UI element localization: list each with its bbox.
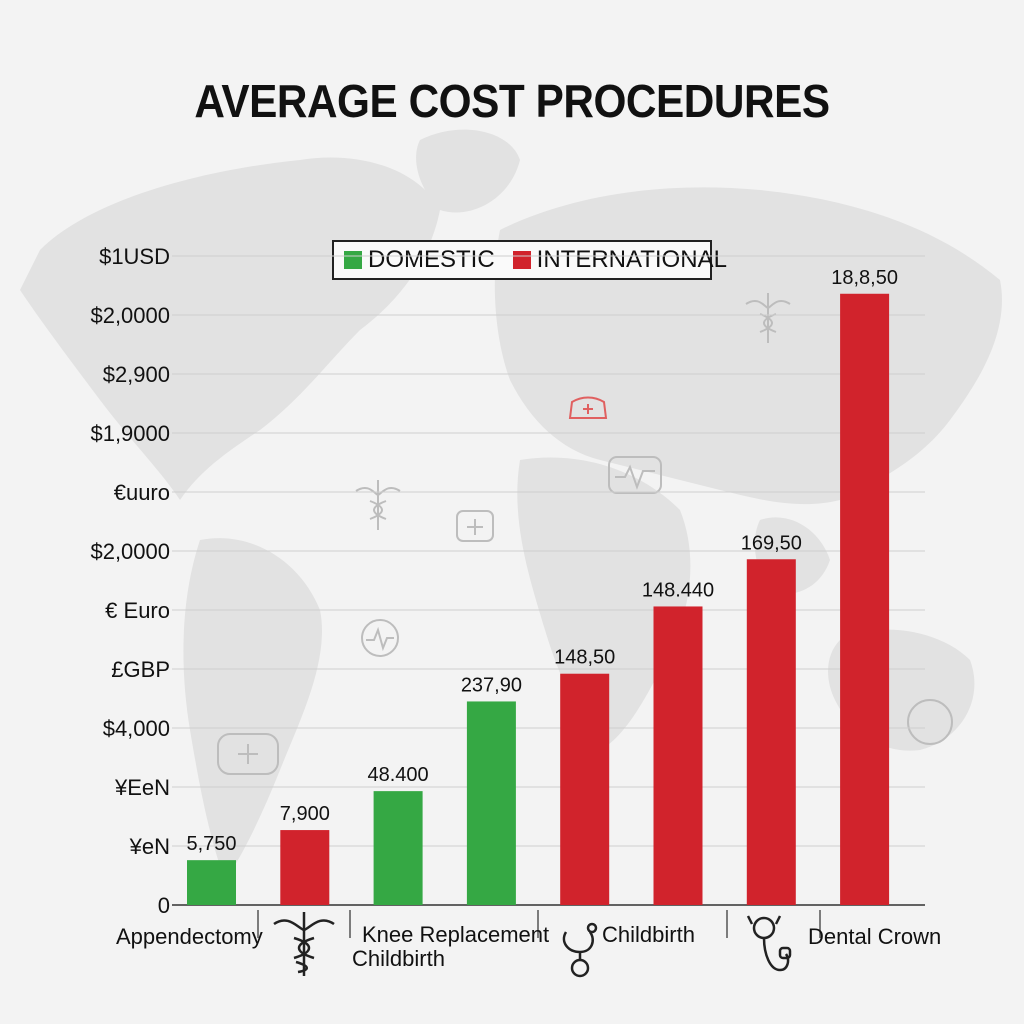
bar-value-label: 18,8,50 xyxy=(831,267,898,289)
medical-bag-icon xyxy=(456,510,494,542)
y-tick-label: $4,000 xyxy=(103,716,170,741)
y-tick-label: ¥EeN xyxy=(114,775,170,800)
stethoscope-icon xyxy=(746,915,792,972)
africa-shape xyxy=(517,457,691,750)
south-america-shape xyxy=(183,538,322,880)
medical-bag-icon xyxy=(217,733,279,775)
bar-value-label: 48.400 xyxy=(368,764,429,786)
y-tick-label: $2,0000 xyxy=(90,539,170,564)
y-tick-label: €uuro xyxy=(114,480,170,505)
category-label-dental-crown: Dental Crown xyxy=(808,924,942,949)
bar-international-5 xyxy=(560,673,610,905)
bar-value-label: 7,900 xyxy=(280,803,330,825)
bar-domestic-1 xyxy=(187,860,236,905)
bar-international-6 xyxy=(653,606,703,905)
bar-value-label: 148.440 xyxy=(642,579,714,601)
bar-international-2 xyxy=(280,830,330,905)
bar-domestic-4 xyxy=(466,701,516,905)
bar-international-8 xyxy=(840,293,890,905)
category-label-knee-childbirth: Childbirth xyxy=(352,946,445,971)
bar-value-label: 5,750 xyxy=(186,833,236,855)
bars xyxy=(187,293,890,905)
x-axis-separators xyxy=(257,910,821,938)
y-tick-label: £GBP xyxy=(111,657,170,682)
legend-label-international: INTERNATIONAL xyxy=(536,246,727,273)
value-labels: 5,750 7,900 48.400 237,90 148,50 148.440 169,5… xyxy=(186,267,897,855)
caduceus-icon xyxy=(273,912,335,976)
legend: DOMESTIC INTERNATIONAL xyxy=(332,240,727,280)
bar-domestic-3 xyxy=(373,791,423,905)
y-tick-label: € Euro xyxy=(105,598,170,623)
bar-value-label: 148,50 xyxy=(554,647,615,669)
category-label-appendectomy: Appendectomy xyxy=(116,924,263,949)
bar-international-7 xyxy=(746,559,796,905)
y-tick-label: $1,9000 xyxy=(90,421,170,446)
y-tick-label: $2,900 xyxy=(103,362,170,387)
greenland-shape xyxy=(416,129,520,213)
y-tick-label: $1USD xyxy=(99,244,170,269)
caduceus-icon xyxy=(745,293,791,343)
caduceus-icon xyxy=(355,480,401,530)
category-label-childbirth: Childbirth xyxy=(602,922,695,947)
y-axis-tick-labels: 0 ¥eN ¥EeN $4,000 £GBP € Euro $2,0000 €uuro $1,9… xyxy=(90,244,170,918)
globe-icon xyxy=(907,699,953,745)
bar-value-label: 237,90 xyxy=(461,674,522,696)
y-tick-label: $2,0000 xyxy=(90,303,170,328)
nurse-cap-icon xyxy=(568,396,608,419)
y-tick-label: 0 xyxy=(158,893,170,918)
legend-label-domestic: DOMESTIC xyxy=(368,246,495,273)
y-tick-label: ¥eN xyxy=(129,834,170,859)
category-label-knee-replacement: Knee Replacement xyxy=(362,922,550,947)
heartbeat-icon xyxy=(608,456,662,494)
bar-value-label: 169,50 xyxy=(741,532,802,554)
chart-title: AVERAGE COST PROCEDURES xyxy=(194,75,830,127)
heartbeat-icon xyxy=(361,619,399,657)
stethoscope-icon xyxy=(562,922,598,978)
gridlines xyxy=(172,255,925,847)
